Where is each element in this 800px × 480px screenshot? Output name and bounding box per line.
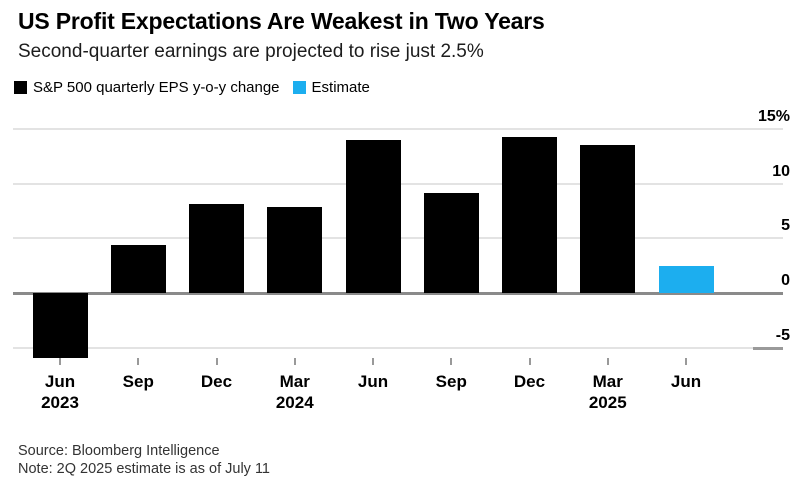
y-label-10: 10 <box>772 162 790 180</box>
x-label-line: Dec <box>513 372 546 391</box>
legend-swatch-actual <box>14 81 27 94</box>
x-tick-sep-2024 <box>450 358 453 365</box>
bar-sep-2023 <box>110 244 166 293</box>
source-note: Source: Bloomberg Intelligence <box>18 443 220 459</box>
y-label-15: 15% <box>757 107 790 125</box>
x-tick-dec-2023 <box>215 358 218 365</box>
x-label-mar-2025: Mar 2025 <box>566 371 650 413</box>
legend: S&P 500 quarterly EPS y-o-y change Estim… <box>14 79 370 96</box>
x-tick-mar-2025 <box>606 358 609 365</box>
x-label-dec-2023: Dec <box>175 371 259 392</box>
x-label-sep-2024: Sep <box>409 371 493 392</box>
bar-sep-2024 <box>423 193 479 293</box>
x-label-line: Jun <box>44 372 76 391</box>
legend-item-actual: S&P 500 quarterly EPS y-o-y change <box>14 79 280 96</box>
gridline-15 <box>13 127 783 130</box>
x-label-line: 2024 <box>275 393 314 412</box>
x-tick-jun-2025 <box>685 358 687 365</box>
x-label-line: Sep <box>122 372 154 391</box>
x-label-sep-2023: Sep <box>96 371 180 392</box>
x-label-line: Mar <box>279 372 310 391</box>
zero-baseline <box>13 292 783 295</box>
x-label-jun-2025: Jun <box>644 371 728 392</box>
chart-footer: Source: Bloomberg Intelligence Note: 2Q … <box>18 442 270 478</box>
x-label-line: Jun <box>670 372 702 391</box>
x-tick-dec-2024 <box>528 358 531 365</box>
bar-mar-2025 <box>580 145 636 293</box>
x-tick-jun-2023 <box>59 358 61 365</box>
x-label-line: Dec <box>200 372 233 391</box>
bar-jun-2023 <box>32 293 88 358</box>
bar-jun-2025 <box>658 265 714 293</box>
x-label-line: Mar <box>592 372 623 391</box>
y-label--5: -5 <box>775 326 790 344</box>
x-label-line: Jun <box>357 372 389 391</box>
bar-dec-2024 <box>502 136 557 293</box>
gridline--5 <box>13 346 783 349</box>
x-tick-sep-2023 <box>137 358 140 365</box>
chart-title: US Profit Expectations Are Weakest in Tw… <box>18 8 545 34</box>
x-tick-jun-2024 <box>372 358 374 365</box>
x-tick-mar-2024 <box>293 358 296 365</box>
bar-dec-2023 <box>189 204 244 293</box>
y-label-5: 5 <box>781 217 790 235</box>
x-label-jun-2024: Jun <box>331 371 415 392</box>
x-label-jun-2023: Jun 2023 <box>18 371 102 413</box>
axis-end-tick <box>753 346 783 350</box>
bar-jun-2024 <box>345 139 401 293</box>
x-label-mar-2024: Mar 2024 <box>253 371 337 413</box>
x-label-line: 2025 <box>588 393 627 412</box>
chart-subtitle: Second-quarter earnings are projected to… <box>18 41 484 62</box>
legend-item-estimate: Estimate <box>292 79 370 96</box>
x-label-line: 2023 <box>41 393 79 412</box>
x-label-dec-2024: Dec <box>488 371 572 392</box>
legend-label-actual: S&P 500 quarterly EPS y-o-y change <box>33 79 280 96</box>
y-label-0: 0 <box>781 272 790 289</box>
legend-label-estimate: Estimate <box>311 79 370 96</box>
bar-mar-2024 <box>267 206 323 293</box>
estimate-note: Note: 2Q 2025 estimate is as of July 11 <box>18 461 271 477</box>
x-label-line: Sep <box>435 372 467 391</box>
legend-swatch-estimate <box>292 81 306 94</box>
